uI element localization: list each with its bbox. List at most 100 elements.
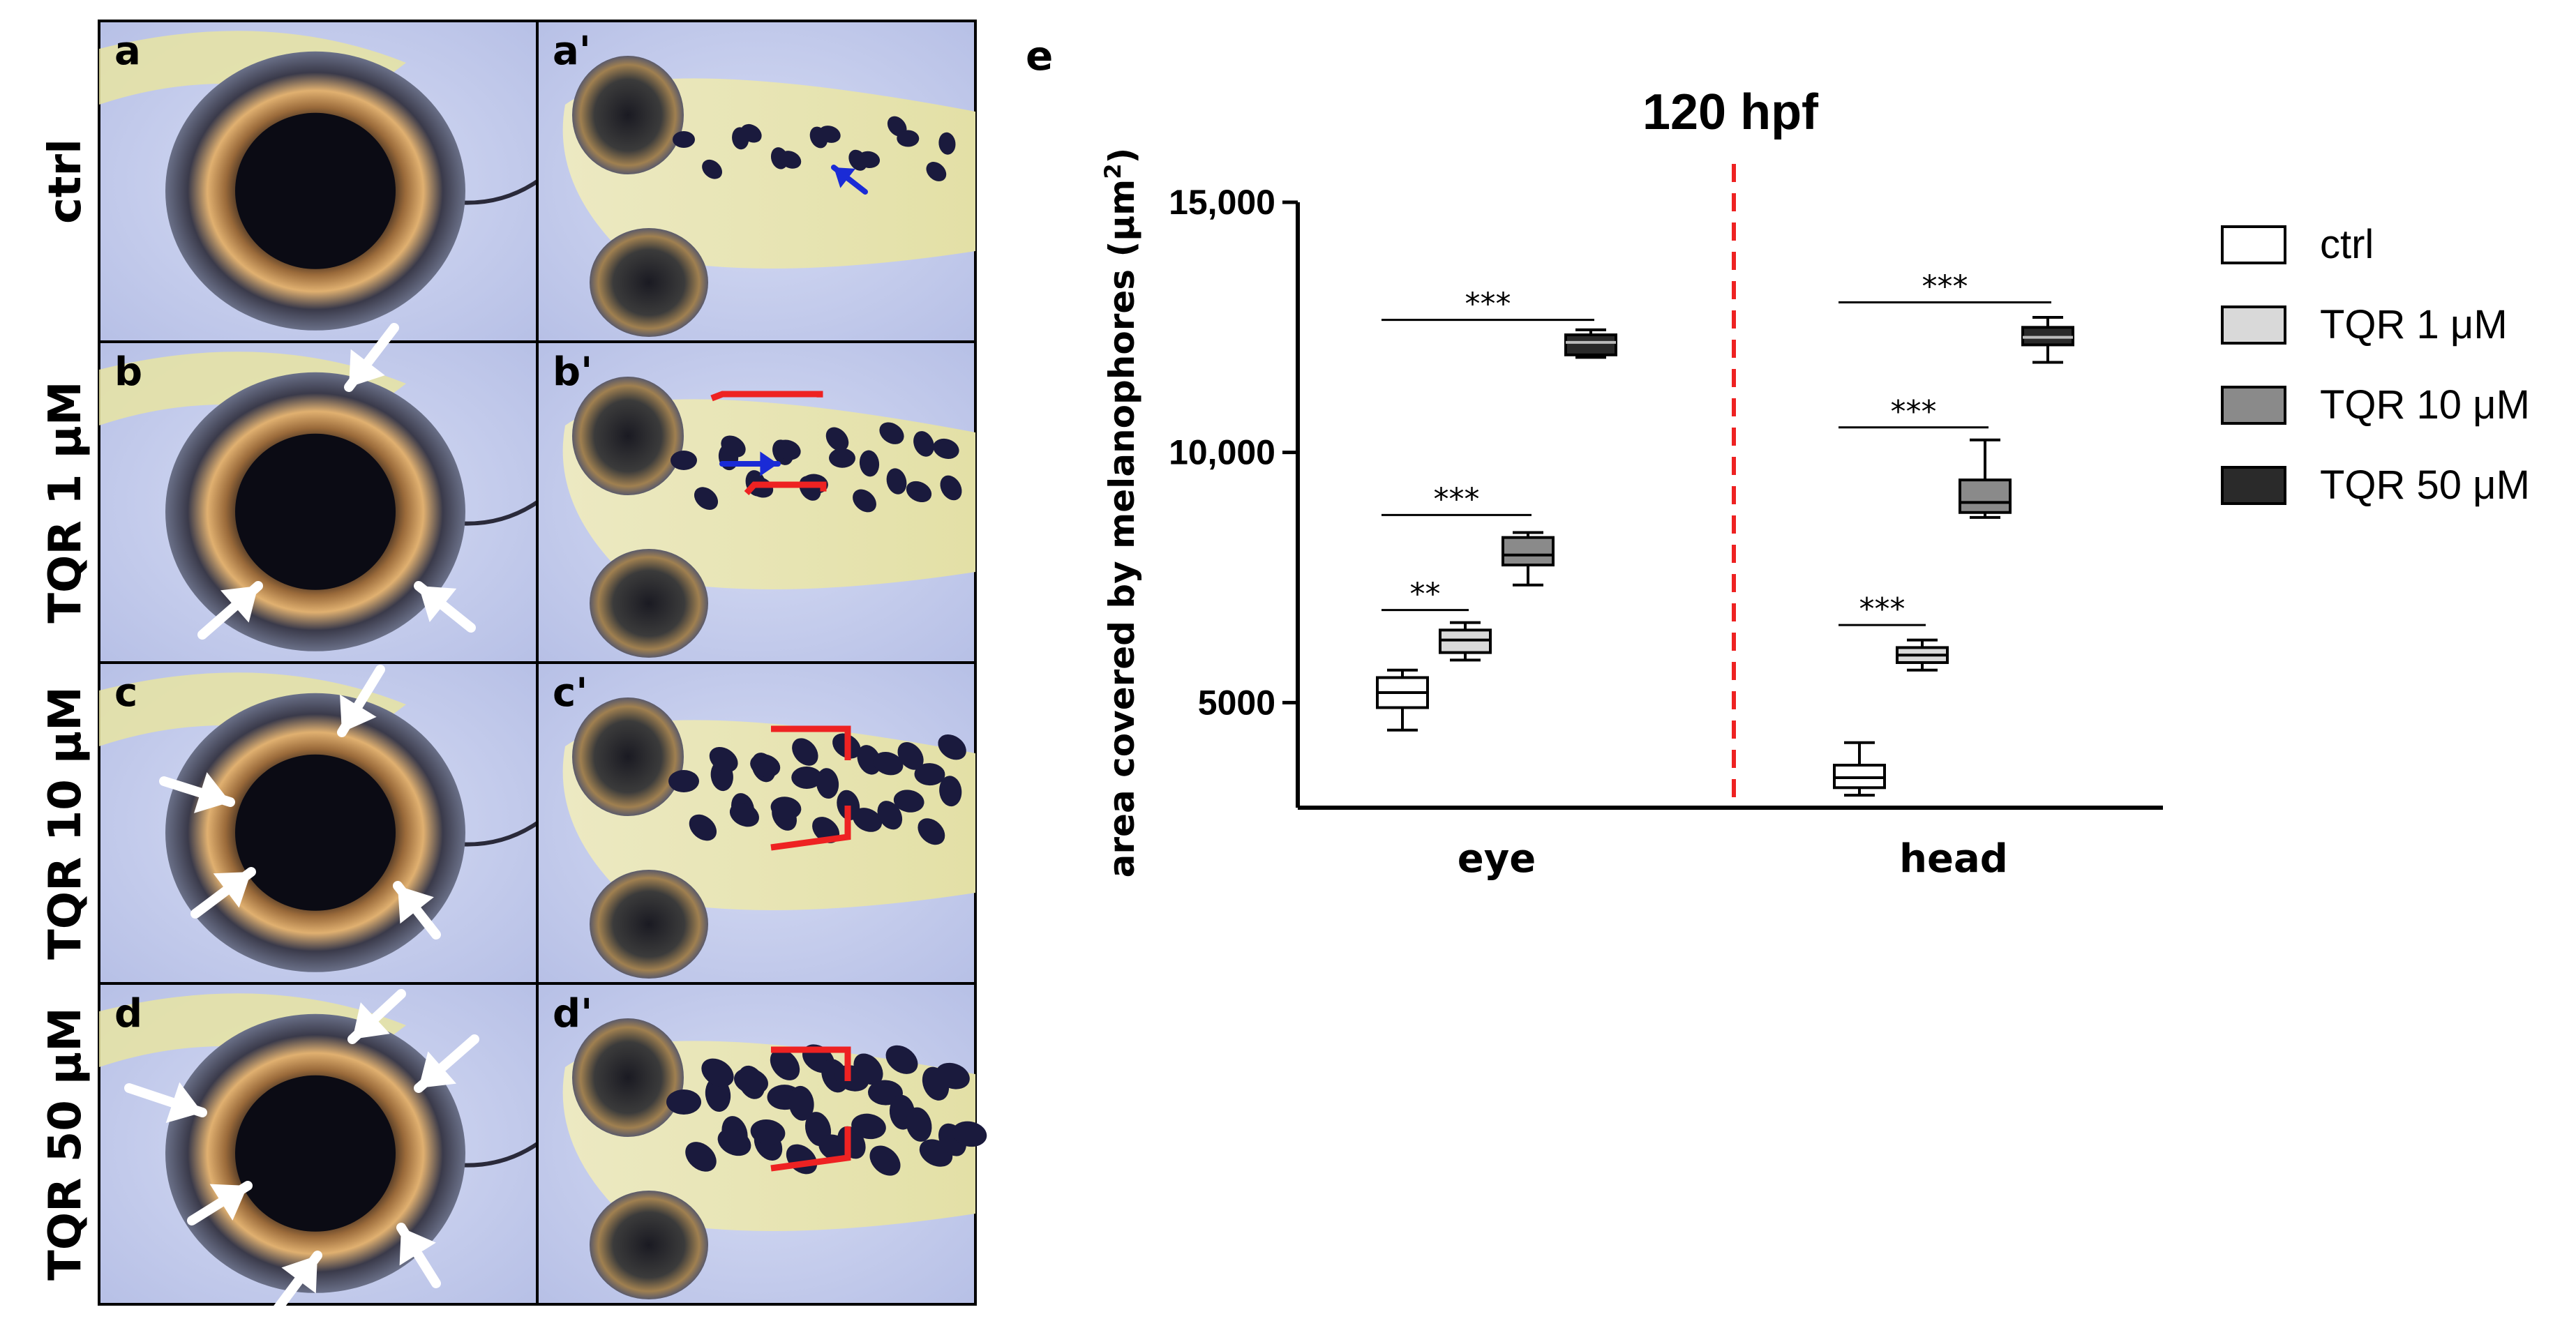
panel-letter-d: d (114, 991, 142, 1036)
white-arrow-head (399, 1228, 436, 1266)
box-eye-3 (1564, 328, 1617, 359)
white-arrow-head (419, 1051, 456, 1088)
significance-bar: *** (1839, 269, 2051, 304)
white-arrow (190, 867, 256, 919)
white-arrow-head (398, 886, 434, 924)
white-arrow (393, 881, 441, 940)
panel-letter-c: c (114, 670, 137, 716)
melanophore (668, 770, 699, 792)
box (1564, 333, 1617, 356)
white-arrow (124, 1082, 207, 1124)
melanophore (721, 435, 746, 458)
melanophore (879, 422, 904, 444)
significance-label: *** (1859, 591, 1905, 627)
melanophore (938, 734, 966, 760)
significance-bar: ** (1381, 577, 1469, 612)
melanophore (933, 438, 959, 459)
white-arrow (337, 665, 385, 737)
box-eye-0 (1376, 668, 1429, 732)
box (1502, 536, 1555, 567)
melanophore (886, 468, 907, 495)
melanophore (897, 130, 920, 147)
lower-eye (590, 1191, 708, 1299)
melanophore (689, 814, 717, 841)
legend-swatch (2221, 225, 2286, 264)
significance-bar: *** (1381, 287, 1594, 322)
red-bracket-top (771, 1046, 851, 1081)
melanophore (853, 489, 876, 513)
melanophore (853, 1053, 883, 1085)
melanophore (685, 1142, 717, 1172)
significance-bar: *** (1839, 591, 1926, 627)
box-head-3 (2021, 315, 2074, 364)
melanophore (857, 745, 881, 775)
legend-swatch (2221, 305, 2286, 345)
melanophore (918, 818, 945, 845)
legend-item: ctrl (2221, 222, 2374, 267)
red-bracket-bottom (770, 1126, 851, 1172)
upper-eye (572, 697, 684, 816)
melanophore (702, 159, 722, 179)
white-arrow-head (281, 1255, 317, 1294)
box-plot-chart: e 120 hpf area covered by melanophores (… (1026, 32, 2530, 882)
melanophore (940, 475, 962, 501)
lower-eye (590, 870, 708, 979)
legend-swatch (2221, 466, 2286, 505)
significance-label: *** (1922, 269, 1968, 304)
y-tick-label: 15,000 (1169, 183, 1275, 222)
white-arrow (344, 323, 399, 392)
panel-letter-bp: b' (553, 349, 592, 395)
melanophore (818, 126, 841, 143)
photo-grid (98, 20, 987, 1316)
pupil (235, 754, 396, 911)
melanophore (750, 1119, 786, 1145)
lower-eye (590, 228, 708, 337)
white-arrow (414, 581, 476, 633)
melanophore (829, 448, 855, 468)
legend: ctrl TQR 1 μM TQR 10 μM TQR 50 μM (2221, 222, 2530, 508)
melanophore (729, 802, 759, 827)
lower-eye (590, 549, 708, 658)
head-panel-d' (536, 982, 987, 1306)
significance-label: ** (1410, 577, 1441, 612)
melanophore (858, 151, 881, 169)
x-tick-label-eye: eye (1458, 836, 1536, 882)
eye-panel-b (98, 323, 539, 664)
row-label: TQR 10 μM (40, 686, 91, 960)
melanophore (792, 738, 818, 766)
eye-panel-a (98, 20, 539, 343)
legend-item: TQR 10 μM (2221, 382, 2530, 428)
melanophore (914, 763, 945, 786)
box-head-2 (1959, 438, 2012, 519)
melanophore (791, 766, 823, 789)
melanophore (939, 776, 962, 807)
melanophore (859, 450, 880, 477)
box-head-1 (1896, 638, 1949, 672)
melanophore (926, 162, 947, 181)
white-arrow (187, 1181, 253, 1225)
melanophore (906, 481, 932, 503)
blue-arrow-head (760, 451, 778, 476)
x-tick-label-head: head (1899, 836, 2008, 882)
panel-letter-cp: c' (553, 670, 587, 716)
melanophore (873, 752, 904, 776)
melanophore (816, 768, 839, 799)
legend-label: ctrl (2320, 222, 2374, 267)
blue-arrow (831, 165, 868, 195)
upper-eye (572, 56, 684, 174)
melanophore (673, 131, 695, 148)
melanophore (701, 1058, 734, 1087)
box-eye-2 (1502, 531, 1555, 587)
upper-eye (572, 377, 684, 495)
eye-panel-c (98, 661, 539, 985)
white-arrow-head (213, 872, 251, 908)
y-axis-label-text: area covered by melanophores (μm (1102, 179, 1142, 878)
melanophore (734, 1068, 768, 1094)
blue-arrow (719, 451, 781, 476)
white-arrow (347, 989, 406, 1044)
head-panel-b' (536, 340, 977, 664)
panel-letter-dp: d' (553, 991, 592, 1036)
axes: 5000 10,000 15,000 eye head (1169, 183, 2163, 882)
melanophore (877, 801, 903, 830)
